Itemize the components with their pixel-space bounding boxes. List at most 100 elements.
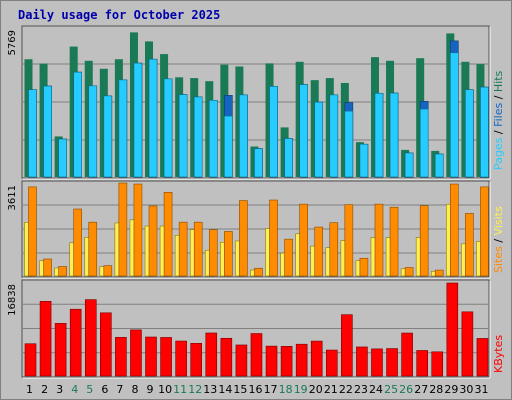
bar-pages [163,78,173,178]
bar-kbytes [54,323,67,377]
bar-visits [344,204,354,277]
bar-pages [344,110,354,178]
bar-pages [208,99,218,178]
bar-kbytes [205,332,218,377]
bar-visits [389,206,399,277]
bar-kbytes [24,343,37,377]
bar-kbytes [69,308,82,377]
x-tick-label: 6 [101,383,108,396]
panel-visits [21,180,490,278]
x-tick-label: 3 [56,383,63,396]
bar-visits [299,203,308,277]
bar-kbytes [84,299,97,377]
bar-pages [148,58,158,178]
bar-kbytes [100,312,112,377]
bar-visits [163,191,173,277]
bar-visits [208,229,218,277]
bar-visits [118,182,128,277]
x-tick-label: 5 [86,383,93,396]
legend-hits-hits: Hits [492,70,505,92]
bar-kbytes [446,282,459,377]
bar-pages [28,89,37,178]
bar-kbytes [310,340,323,377]
x-tick-label: 7 [116,383,123,396]
bar-pages [389,92,399,178]
bar-kbytes [401,332,413,377]
panel-hits [21,25,490,179]
bar-visits [103,265,113,277]
bar-pages [434,153,444,178]
x-tick-label: 17 [264,383,278,396]
bar-pages [88,85,98,178]
x-tick-label: 8 [131,383,138,396]
x-tick-label: 26 [399,383,413,396]
x-tick-label: 11 [173,383,187,396]
x-tick-label: 18 [279,383,293,396]
panel-kbytes [21,279,490,378]
bar-pages [118,79,128,178]
bar-pages [133,62,143,178]
bar-pages [43,85,52,178]
bar-visits [374,203,384,277]
bar-kbytes [130,329,142,377]
bar-kbytes [356,346,368,377]
bar-pages [404,152,414,178]
bar-kbytes [476,338,489,377]
legend-kbytes: KBytes [492,335,505,373]
x-tick-label: 1 [26,383,33,396]
legend-hits: Pages / Files / Hits [492,70,505,170]
legend-hits-separator: / [492,127,505,138]
bar-pages [103,95,113,178]
bar-pages [58,138,67,178]
bar-kbytes [250,333,263,377]
bar-kbytes [265,345,278,377]
bar-kbytes [115,337,127,377]
bar-visits [419,205,429,277]
x-tick-label: 24 [369,383,383,396]
bar-visits [43,258,52,277]
legend-hits-pages: Pages [492,137,505,170]
bar-visits [465,213,474,277]
x-tick-label: 16 [249,383,263,396]
bar-visits [58,266,67,277]
bar-visits [178,221,188,277]
x-tick-label: 14 [218,383,232,396]
legend-kbytes-kbytes: KBytes [492,335,505,373]
bar-kbytes [145,336,157,377]
bar-visits [359,257,369,277]
bar-kbytes [220,337,233,377]
legend-hits-separator: / [492,92,505,103]
bar-visits [329,222,339,277]
x-tick-label: 25 [384,383,398,396]
x-tick-label: 12 [188,383,202,396]
bar-kbytes [39,301,52,377]
bar-pages [284,138,293,178]
hits-max-label: 5769 [7,30,18,55]
bar-visits [284,238,293,277]
bar-kbytes [371,348,383,377]
bar-visits [254,267,263,277]
x-tick-label: 2 [41,383,48,396]
bar-visits [434,269,444,277]
x-tick-label: 9 [147,383,154,396]
bar-pages [450,52,459,178]
bar-visits [148,205,158,277]
x-tick-label: 10 [158,383,172,396]
bar-pages [299,84,308,178]
bar-visits [404,267,414,277]
bar-visits [450,183,459,277]
visits-max-label: 3611 [7,185,18,210]
bar-visits [88,221,98,277]
bar-visits [133,183,143,277]
legend-hits-files: Files [492,103,505,127]
bar-pages [239,94,248,178]
bar-pages [73,71,82,178]
bar-pages [359,143,369,178]
x-tick-label: 29 [444,383,458,396]
kbytes-max-label: 16838 [7,284,18,316]
bar-kbytes [235,344,248,377]
bar-pages [224,115,233,178]
bar-visits [480,186,489,277]
bar-kbytes [461,311,474,377]
